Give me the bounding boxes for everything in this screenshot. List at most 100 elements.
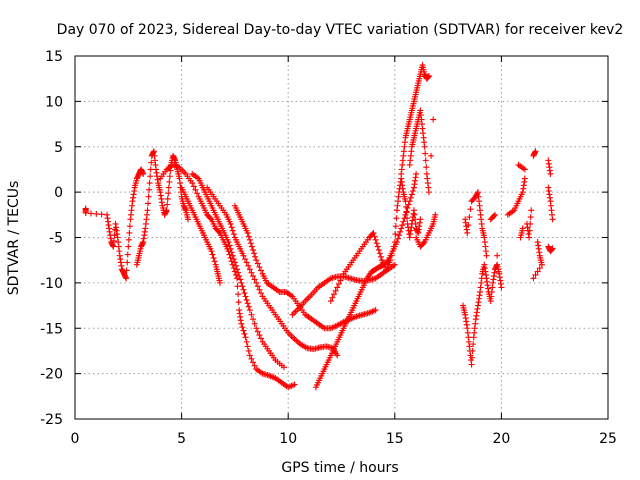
data-point-marker xyxy=(211,258,218,265)
data-point-marker xyxy=(248,269,255,276)
data-point-marker xyxy=(140,170,147,177)
data-point-marker xyxy=(190,183,197,190)
y-tick-label: 0 xyxy=(54,185,63,201)
data-point-marker xyxy=(423,164,430,171)
data-point-marker xyxy=(404,215,411,222)
data-point-marker xyxy=(235,269,242,276)
data-point-marker xyxy=(332,287,339,294)
data-point-marker xyxy=(372,236,379,243)
data-point-marker xyxy=(387,257,394,264)
data-point-marker xyxy=(244,229,251,236)
data-point-marker xyxy=(528,207,535,214)
data-point-marker xyxy=(124,259,131,266)
data-point-marker xyxy=(527,214,534,221)
data-point-marker xyxy=(253,279,260,286)
data-point-marker xyxy=(229,252,236,259)
data-point-marker xyxy=(164,195,171,202)
data-point-marker xyxy=(498,284,505,291)
data-point-marker xyxy=(126,223,133,230)
data-point-marker xyxy=(335,281,342,288)
data-point-marker xyxy=(407,194,414,201)
data-point-marker xyxy=(549,216,556,223)
data-point-marker xyxy=(250,246,257,253)
data-point-marker xyxy=(432,211,439,218)
y-tick-label: -15 xyxy=(40,321,63,337)
data-point-marker xyxy=(243,338,250,345)
data-point-marker xyxy=(370,229,377,236)
y-tick-label: -10 xyxy=(40,276,63,292)
data-point-marker xyxy=(237,276,244,283)
data-point-marker xyxy=(425,72,432,79)
data-point-marker xyxy=(194,190,201,197)
data-point-marker xyxy=(291,381,298,388)
data-point-marker xyxy=(258,267,265,274)
data-point-marker xyxy=(422,150,429,157)
data-point-marker xyxy=(421,143,428,150)
data-point-marker xyxy=(247,240,254,247)
data-point-marker xyxy=(227,220,234,227)
data-point-marker xyxy=(392,223,399,230)
data-point-marker xyxy=(235,291,242,298)
data-point-marker xyxy=(111,232,118,239)
data-point-marker xyxy=(483,252,490,259)
data-point-marker xyxy=(375,246,382,253)
data-point-marker xyxy=(240,252,247,259)
data-point-marker xyxy=(280,364,287,371)
data-point-marker xyxy=(147,173,154,180)
data-point-marker xyxy=(331,291,338,298)
data-point-marker xyxy=(245,262,252,269)
axis-ticks: 0 5 10 15 20 25 15 10 5 0 -5 -10 -15 -20 -25 xyxy=(40,49,617,447)
data-point-marker xyxy=(244,300,251,307)
data-point-marker xyxy=(207,215,214,222)
data-point-marker xyxy=(254,283,261,290)
data-point-marker xyxy=(521,175,528,182)
data-point-marker xyxy=(258,335,265,342)
data-point-marker xyxy=(536,265,543,272)
data-point-marker xyxy=(413,170,420,177)
data-point-marker xyxy=(526,234,533,241)
data-point-marker xyxy=(402,198,409,205)
data-point-marker xyxy=(238,279,245,286)
data-point-marker xyxy=(526,227,533,234)
data-point-marker xyxy=(549,245,556,252)
data-point-marker xyxy=(124,251,131,258)
data-point-marker xyxy=(234,266,241,273)
y-tick-label: -25 xyxy=(40,412,63,428)
x-axis-label: GPS time / hours xyxy=(281,460,398,476)
x-tick-label: 20 xyxy=(492,431,510,447)
data-point-marker xyxy=(256,286,263,293)
data-point-marker xyxy=(250,273,257,280)
y-tick-label: 5 xyxy=(54,140,63,156)
data-point-marker xyxy=(239,283,246,290)
data-point-marker xyxy=(251,320,258,327)
data-point-marker xyxy=(226,242,233,249)
data-point-marker xyxy=(258,290,265,297)
data-point-marker xyxy=(148,159,155,166)
data-point-marker xyxy=(145,200,152,207)
chart-title: Day 070 of 2023, Sidereal Day-to-day VTE… xyxy=(57,22,624,38)
data-point-marker xyxy=(242,256,249,263)
data-point-marker xyxy=(147,166,154,173)
data-point-marker xyxy=(123,267,130,274)
data-point-marker xyxy=(470,341,477,348)
data-point-marker xyxy=(146,186,153,193)
data-point-marker xyxy=(230,231,237,238)
data-point-marker xyxy=(145,193,152,200)
data-point-marker xyxy=(253,325,260,332)
data-point-marker xyxy=(244,343,251,350)
data-point-marker xyxy=(208,248,215,255)
x-tick-label: 5 xyxy=(177,431,186,447)
data-point-marker xyxy=(492,211,499,218)
data-point-marker xyxy=(250,359,257,366)
data-point-marker xyxy=(527,220,534,227)
data-point-marker xyxy=(388,252,395,259)
data-point-marker xyxy=(248,355,255,362)
y-tick-label: -20 xyxy=(40,367,63,383)
data-point-marker xyxy=(464,229,471,236)
data-markers xyxy=(82,62,556,391)
data-point-marker xyxy=(242,334,249,341)
data-point-marker xyxy=(192,186,199,193)
data-point-marker xyxy=(417,216,424,223)
x-tick-label: 15 xyxy=(386,431,404,447)
